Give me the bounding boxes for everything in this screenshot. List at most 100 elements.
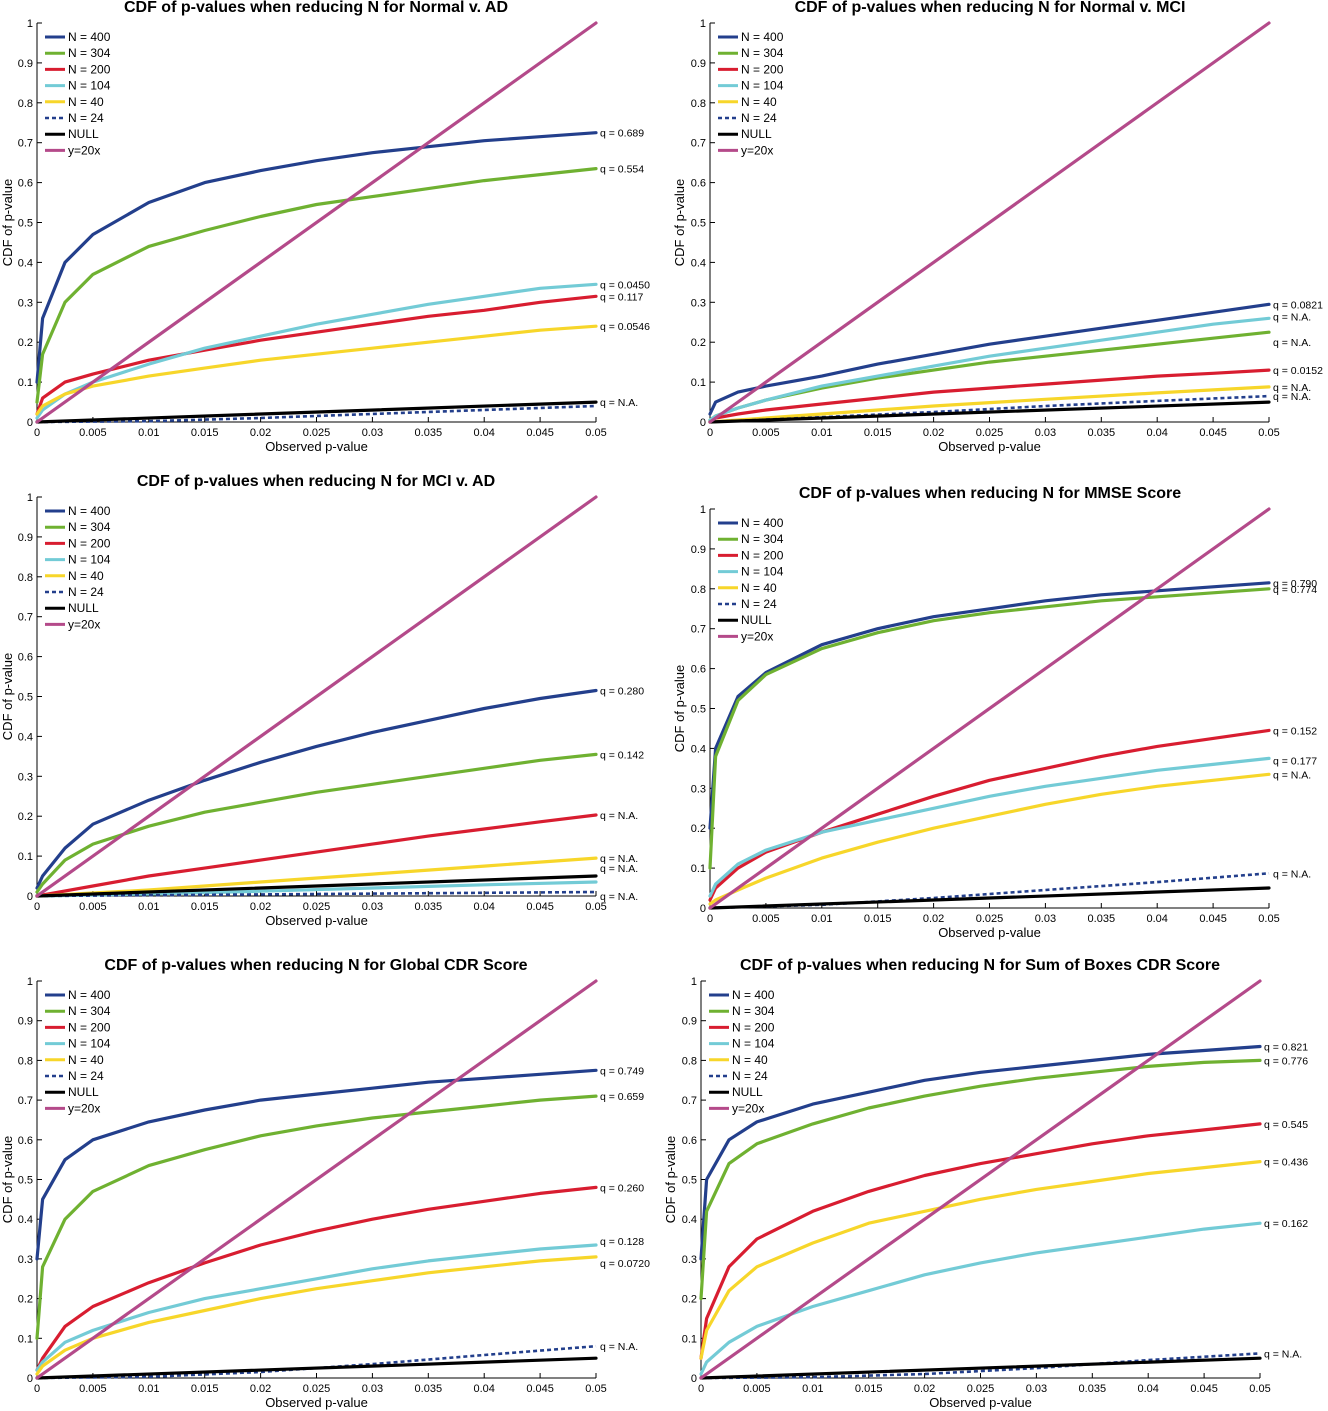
x-tick-label: 0.04: [473, 427, 494, 439]
q-value-label: q = N.A.: [1264, 1348, 1302, 1360]
legend-label: N = 104: [741, 79, 784, 93]
y-axis-label: CDF of p-value: [672, 665, 687, 752]
y-tick-label: 0.5: [18, 218, 33, 230]
y-tick-label: 0.7: [691, 138, 706, 150]
x-tick-label: 0.01: [138, 901, 159, 913]
legend-label: N = 24: [741, 597, 777, 611]
y-tick-label: 1: [27, 976, 33, 988]
series-line-n400: [35, 1068, 598, 1261]
q-value-label: q = N.A.: [600, 810, 638, 822]
x-tick-label: 0.04: [1137, 1383, 1158, 1395]
y-tick-label: 0.6: [18, 1135, 33, 1147]
legend-label: N = 200: [741, 62, 784, 76]
legend-label: NULL: [741, 613, 772, 627]
series-line-n400: [699, 1044, 1262, 1261]
x-axis-label: Observed p-value: [265, 1395, 368, 1410]
q-value-label: q = N.A.: [600, 853, 638, 865]
legend-label: N = 200: [68, 536, 111, 550]
y-tick-label: 0: [700, 903, 706, 915]
legend-label: N = 400: [68, 988, 111, 1002]
legend-label: N = 400: [732, 988, 775, 1002]
q-value-label: q = 0.260: [600, 1182, 644, 1194]
x-tick-label: 0.035: [1088, 913, 1116, 925]
y-tick-label: 1: [700, 504, 706, 516]
legend-label: N = 104: [68, 79, 111, 93]
series-line-null: [708, 886, 1271, 910]
q-value-label: q = 0.545: [1264, 1119, 1308, 1131]
y-tick-label: 0.1: [682, 1333, 697, 1345]
q-value-label: q = N.A.: [1273, 311, 1311, 323]
y-tick-label: 0.5: [691, 704, 706, 716]
series-line-y20x: [35, 979, 598, 1380]
series-line-y20x: [708, 507, 1271, 910]
x-tick-label: 0.045: [526, 1383, 554, 1395]
legend-label: N = 40: [741, 95, 777, 109]
x-tick-label: 0: [698, 1383, 704, 1395]
legend-label: y=20x: [741, 629, 773, 643]
series-line-n304: [708, 587, 1271, 870]
y-tick-label: 0.9: [18, 58, 33, 70]
y-tick-label: 0.1: [691, 863, 706, 875]
y-tick-label: 0.2: [682, 1294, 697, 1306]
y-tick-label: 0.6: [691, 664, 706, 676]
series-line-n24: [36, 1344, 597, 1380]
x-axis-label: Observed p-value: [265, 439, 368, 454]
x-tick-label: 0.05: [585, 427, 606, 439]
q-value-label: q = 0.280: [600, 686, 644, 698]
legend-label: N = 24: [68, 111, 104, 125]
x-tick-label: 0.03: [1035, 913, 1056, 925]
y-tick-label: 1: [27, 18, 33, 30]
y-tick-label: 0: [27, 1373, 33, 1385]
q-value-label: q = N.A.: [600, 397, 638, 409]
x-tick-label: 0.045: [526, 427, 554, 439]
q-value-label: q = 0.0821: [1273, 299, 1323, 311]
x-tick-label: 0.05: [585, 1383, 606, 1395]
y-tick-label: 0.5: [691, 218, 706, 230]
x-tick-label: 0.03: [1026, 1383, 1047, 1395]
series-line-y20x: [35, 495, 598, 898]
series-line-n400: [35, 131, 598, 384]
legend-label: y=20x: [68, 617, 100, 631]
q-value-label: q = N.A.: [1273, 337, 1311, 349]
series-line-n40: [708, 772, 1271, 906]
q-value-label: q = 0.436: [1264, 1157, 1308, 1169]
chart-panel-5: CDF of p-values when reducing N for Glob…: [0, 957, 650, 1410]
y-tick-label: 0.6: [682, 1135, 697, 1147]
chart-title: CDF of p-values when reducing N for MMSE…: [799, 485, 1181, 502]
x-tick-label: 0.045: [1190, 1383, 1218, 1395]
q-value-label: q = 0.0720: [600, 1258, 650, 1270]
series-line-n104: [708, 316, 1271, 422]
x-tick-label: 0.01: [811, 427, 832, 439]
legend-label: N = 40: [68, 95, 104, 109]
series-line-n400: [35, 688, 598, 890]
x-tick-label: 0.045: [526, 901, 554, 913]
y-axis-label: CDF of p-value: [0, 179, 15, 266]
legend: N = 400 N = 304 N = 200 N = 104 N = 40 N = 24…: [718, 516, 784, 643]
q-value-label: q = 0.749: [600, 1065, 644, 1077]
chart-panel-3: CDF of p-values when reducing N for MCI …: [0, 473, 644, 928]
q-value-label: q = 0.0546: [600, 321, 650, 333]
legend-label: N = 304: [741, 46, 784, 60]
y-tick-label: 1: [700, 18, 706, 30]
y-tick-label: 0.7: [18, 138, 33, 150]
x-tick-label: 0.05: [1258, 913, 1279, 925]
series-line-n304: [35, 752, 598, 894]
y-tick-label: 0.4: [18, 1214, 33, 1226]
legend-label: NULL: [68, 127, 99, 141]
series-line-n200: [708, 368, 1271, 424]
x-tick-label: 0.04: [1146, 427, 1167, 439]
legend-label: N = 104: [741, 565, 784, 579]
y-axis-label: CDF of p-value: [0, 1136, 15, 1223]
q-value-label: q = N.A.: [600, 863, 638, 875]
q-value-label: q = 0.554: [600, 164, 644, 176]
y-tick-label: 0.8: [682, 1055, 697, 1067]
x-tick-label: 0.025: [303, 901, 331, 913]
series-line-n40: [35, 856, 598, 898]
series-line-n200: [35, 294, 598, 416]
x-tick-label: 0.035: [1079, 1383, 1107, 1395]
y-tick-label: 0.7: [682, 1095, 697, 1107]
y-tick-label: 0.3: [18, 771, 33, 783]
legend: N = 400 N = 304 N = 200 N = 104 N = 40 N = 24…: [709, 988, 775, 1115]
x-tick-label: 0.015: [191, 427, 219, 439]
